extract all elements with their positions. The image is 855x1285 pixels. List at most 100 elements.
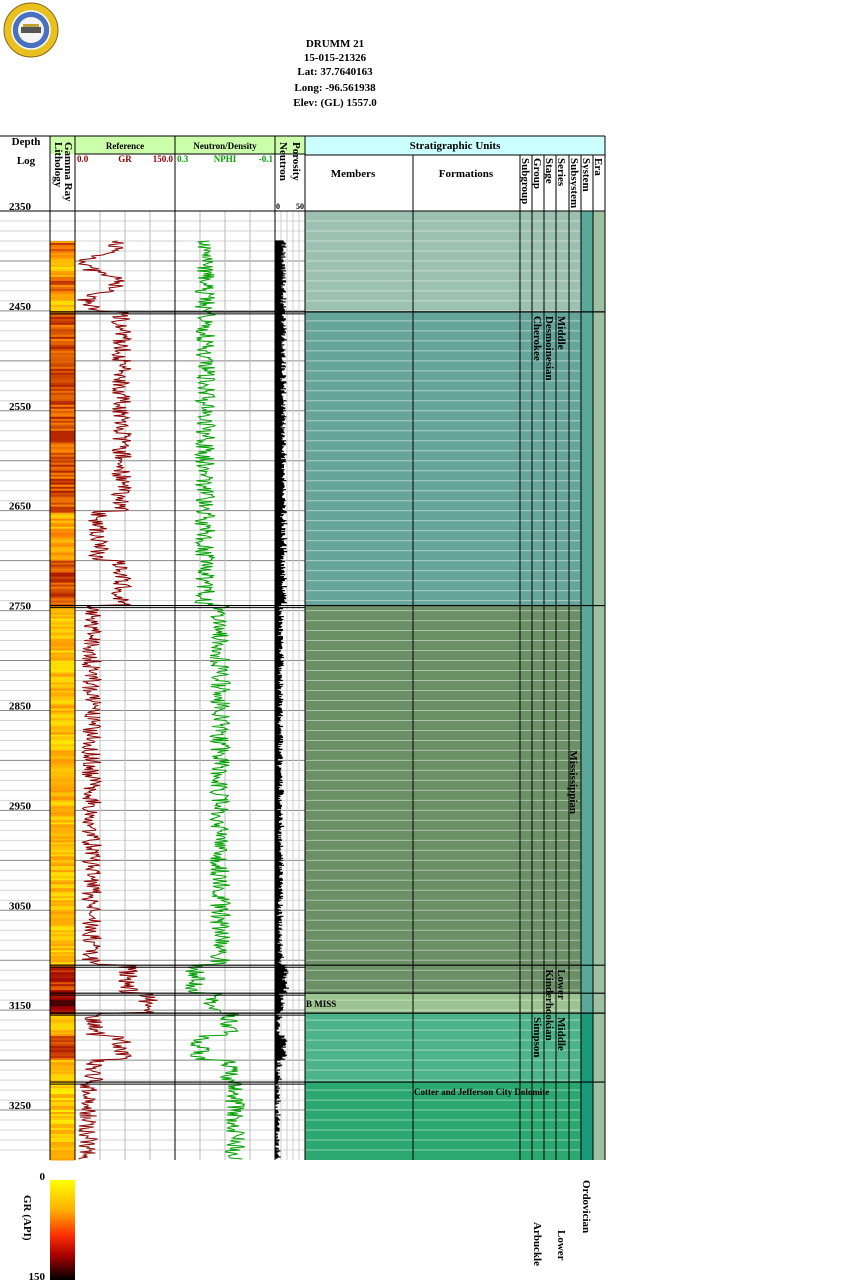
gamma-color-band	[50, 742, 75, 745]
gamma-color-band	[50, 936, 75, 939]
gamma-color-band	[50, 1052, 75, 1055]
gamma-color-band	[50, 746, 75, 749]
gamma-color-band	[50, 922, 75, 925]
gamma-color-band	[50, 792, 75, 795]
gamma-color-band	[50, 1042, 75, 1045]
gamma-color-band	[50, 290, 75, 294]
gamma-color-band	[50, 1006, 75, 1009]
gamma-color-band	[50, 402, 75, 406]
gamma-color-band	[50, 306, 75, 310]
gamma-color-band	[50, 980, 75, 983]
gamma-color-band	[50, 506, 75, 510]
gamma-color-band	[50, 1030, 75, 1033]
gamma-color-band	[50, 772, 75, 775]
strat-column-title-0: Subgroup	[519, 158, 531, 204]
gamma-color-band	[50, 716, 75, 719]
gamma-color-band	[50, 648, 75, 652]
gamma-color-band	[50, 478, 75, 482]
gamma-color-band	[50, 658, 75, 662]
stage-label: Middle	[555, 1017, 567, 1051]
gamma-color-band	[50, 1054, 75, 1057]
gr-scale-title: GR (API)	[21, 1195, 33, 1241]
gamma-color-band	[50, 528, 75, 532]
gamma-color-band	[50, 886, 75, 889]
gamma-color-band	[50, 486, 75, 490]
gamma-color-band	[50, 666, 75, 670]
gamma-color-band	[50, 998, 75, 1001]
depth-tick-label: 2450	[9, 301, 32, 313]
gamma-color-band	[50, 332, 75, 336]
gamma-color-band	[50, 452, 75, 456]
gamma-color-band	[50, 326, 75, 330]
gamma-color-band	[50, 810, 75, 813]
gamma-color-band	[50, 864, 75, 867]
members-title: Members	[331, 168, 376, 180]
gamma-color-band	[50, 856, 75, 859]
gamma-color-band	[50, 598, 75, 602]
gamma-color-band	[50, 494, 75, 498]
depth-tick-label: 2550	[9, 401, 32, 413]
gamma-color-band	[50, 484, 75, 488]
gamma-color-band	[50, 660, 75, 664]
gamma-color-band	[50, 870, 75, 873]
porosity-max-label: 50	[296, 202, 304, 211]
gamma-color-band	[50, 482, 75, 486]
gamma-color-band	[50, 632, 75, 636]
gamma-color-band	[50, 524, 75, 528]
series-label: Lower	[555, 1230, 567, 1261]
gamma-color-band	[50, 520, 75, 524]
gamma-color-band	[50, 862, 75, 865]
gamma-color-band	[50, 468, 75, 472]
gamma-color-band	[50, 684, 75, 687]
gamma-color-band	[50, 1040, 75, 1043]
gamma-color-band	[50, 934, 75, 937]
gamma-color-band	[50, 812, 75, 815]
gamma-color-band	[50, 808, 75, 811]
gamma-color-band	[50, 1140, 75, 1143]
gamma-color-band	[50, 582, 75, 586]
gamma-color-band	[50, 1018, 75, 1021]
depth-subtitle: Log	[17, 155, 36, 167]
gamma-color-band	[50, 568, 75, 572]
gamma-color-band	[50, 760, 75, 763]
gamma-color-band	[50, 740, 75, 743]
series-label: Middle	[555, 316, 567, 350]
gamma-color-band	[50, 442, 75, 446]
gamma-color-band	[50, 1036, 75, 1039]
gamma-color-band	[50, 784, 75, 787]
gamma-color-band	[50, 372, 75, 376]
gamma-color-band	[50, 650, 75, 654]
gamma-color-band	[50, 608, 75, 612]
gamma-color-band	[50, 804, 75, 807]
gamma-color-band	[50, 844, 75, 847]
gamma-color-band	[50, 646, 75, 650]
gamma-color-band	[50, 734, 75, 737]
gamma-color-band	[50, 1128, 75, 1131]
gamma-color-band	[50, 398, 75, 402]
gamma-color-band	[50, 682, 75, 686]
gamma-color-band	[50, 508, 75, 512]
gamma-color-band	[50, 858, 75, 861]
gamma-color-band	[50, 694, 75, 697]
gamma-color-band	[50, 970, 75, 973]
gamma-color-band	[50, 340, 75, 344]
gamma-color-band	[50, 532, 75, 536]
gamma-color-band	[50, 896, 75, 899]
strat-column-title-5: System	[580, 158, 592, 192]
strat-unit-fill-5	[305, 1082, 581, 1160]
gamma-color-band	[50, 840, 75, 843]
gamma-color-band	[50, 590, 75, 594]
gamma-color-band	[50, 572, 75, 576]
gamma-color-band	[50, 728, 75, 731]
gamma-color-band	[50, 686, 75, 689]
gamma-color-band	[50, 1038, 75, 1041]
gamma-color-band	[50, 866, 75, 869]
gamma-color-band	[50, 526, 75, 530]
gamma-color-band	[50, 518, 75, 522]
gamma-color-band	[50, 560, 75, 564]
gamma-color-band	[50, 300, 75, 304]
gamma-color-band	[50, 700, 75, 703]
gamma-color-band	[50, 392, 75, 396]
gamma-color-band	[50, 1144, 75, 1147]
gamma-color-band	[50, 1062, 75, 1065]
